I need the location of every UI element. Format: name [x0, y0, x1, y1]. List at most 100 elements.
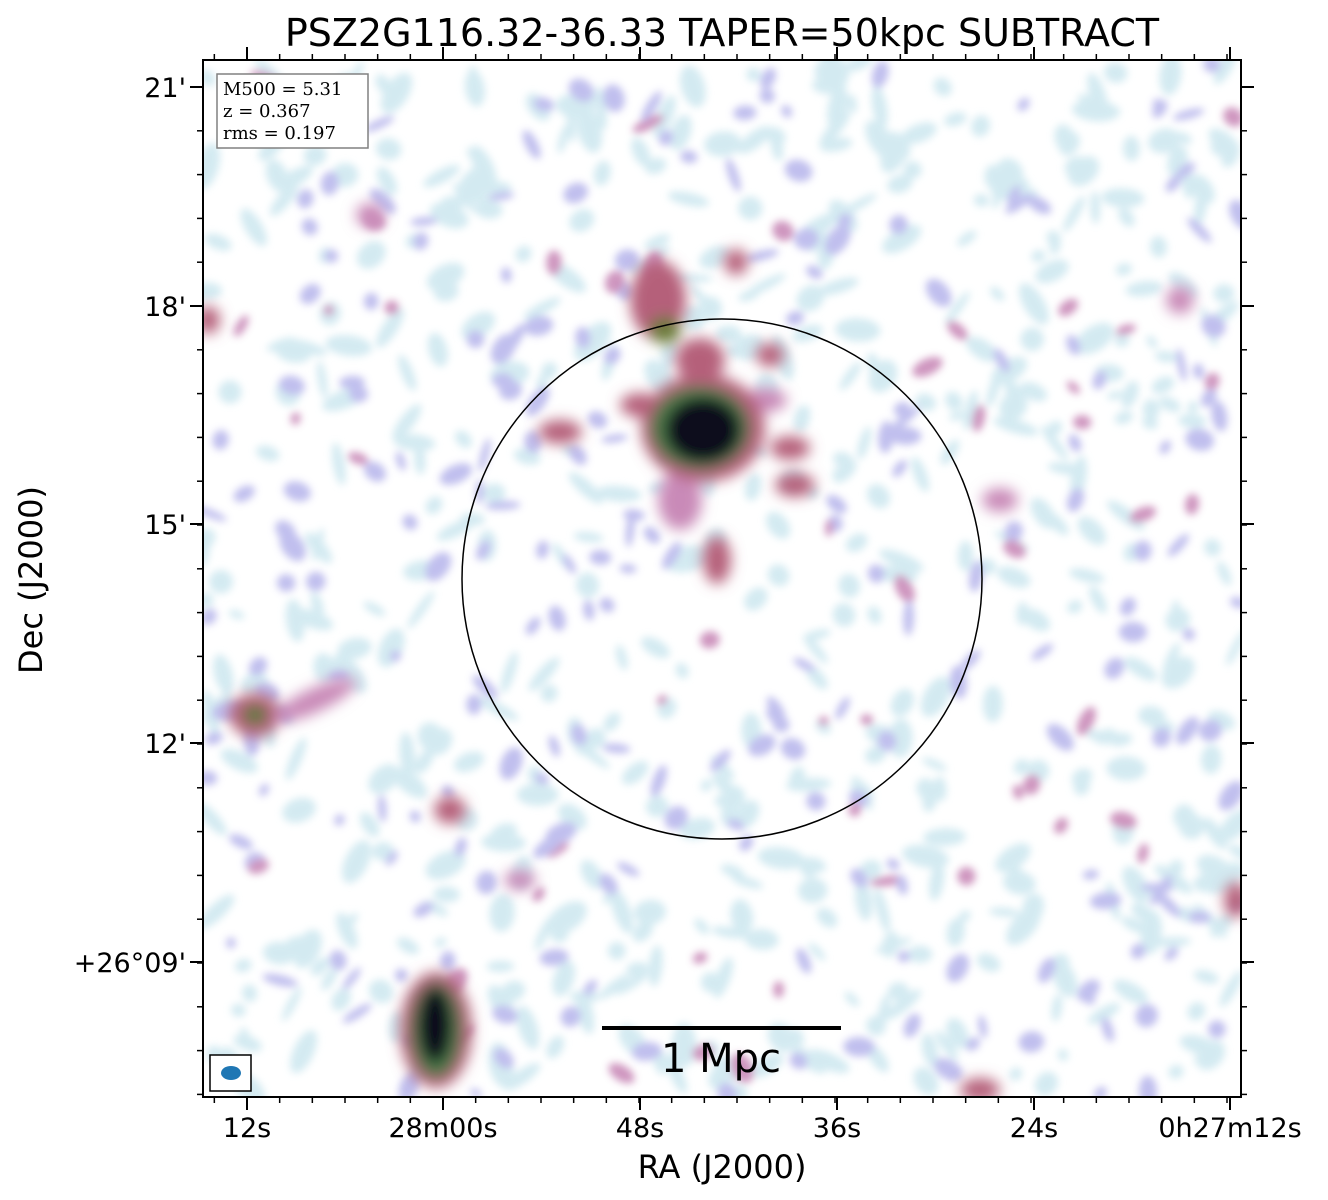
x-tick-label: 36s	[813, 1113, 861, 1144]
noise-blob	[730, 1053, 754, 1084]
noise-blob	[454, 430, 472, 448]
noise-blob	[1122, 135, 1140, 162]
noise-blob	[797, 877, 828, 903]
noise-blob	[995, 843, 1031, 873]
noise-blob	[425, 496, 443, 515]
noise-blob	[423, 164, 460, 188]
noise-blob	[615, 644, 628, 671]
noise-blob	[944, 112, 967, 127]
noise-blob	[1130, 943, 1146, 960]
noise-blob	[393, 434, 436, 451]
noise-blob	[275, 340, 312, 363]
noise-blob	[557, 124, 569, 154]
noise-blob	[656, 694, 668, 706]
noise-blob	[988, 907, 1020, 917]
noise-blob	[692, 952, 708, 964]
noise-blob	[433, 281, 459, 302]
noise-blob	[871, 60, 889, 88]
noise-blob	[297, 189, 314, 209]
noise-blob	[1223, 107, 1241, 127]
noise-blob	[1002, 871, 1036, 895]
noise-blob	[826, 494, 847, 514]
noise-blob	[1051, 953, 1070, 973]
emission-south-source-core	[418, 987, 452, 1063]
noise-blob	[1122, 866, 1150, 904]
noise-blob	[483, 483, 506, 504]
noise-blob	[888, 718, 913, 758]
noise-blob	[784, 159, 813, 182]
noise-blob	[492, 1005, 518, 1024]
noise-blob	[796, 948, 812, 974]
noise-blob	[562, 554, 576, 574]
noise-blob	[546, 250, 562, 276]
noise-blob	[1013, 758, 1030, 775]
noise-blob	[1208, 128, 1240, 156]
noise-blob	[832, 603, 856, 627]
noise-blob	[817, 277, 859, 296]
noise-blob	[713, 957, 734, 999]
noise-blob	[547, 901, 587, 935]
noise-blob	[1164, 946, 1179, 961]
noise-blob	[700, 779, 712, 792]
noise-blob	[533, 97, 555, 112]
noise-blob	[334, 814, 345, 826]
noise-blob	[1041, 425, 1069, 461]
noise-blob	[1176, 162, 1196, 179]
noise-blob	[516, 1005, 540, 1050]
noise-blob	[1068, 568, 1105, 584]
noise-blob	[500, 651, 518, 694]
noise-blob	[1148, 128, 1180, 154]
noise-blob	[881, 931, 900, 958]
noise-blob	[402, 514, 418, 531]
noise-blob	[282, 797, 316, 823]
noise-blob	[907, 945, 933, 963]
x-axis-label: RA (J2000)	[638, 1148, 807, 1186]
noise-blob	[710, 749, 731, 772]
noise-blob	[389, 650, 402, 662]
noise-blob	[339, 375, 365, 389]
noise-blob	[893, 401, 911, 417]
noise-blob	[824, 519, 834, 537]
scale-bar-label: 1 Mpc	[661, 1036, 781, 1082]
noise-blob	[213, 654, 234, 695]
noise-blob	[1089, 586, 1107, 614]
noise-blob	[524, 315, 554, 336]
noise-blob	[233, 485, 255, 503]
noise-blob	[262, 941, 297, 965]
noise-blob	[476, 696, 519, 721]
noise-blob	[337, 637, 372, 660]
noise-blob	[1201, 314, 1226, 338]
noise-blob	[595, 485, 642, 502]
noise-blob	[1019, 283, 1049, 325]
noise-blob	[838, 573, 861, 598]
noise-blob	[1208, 1020, 1226, 1039]
noise-blob	[793, 228, 819, 250]
noise-blob	[1125, 280, 1163, 297]
noise-blob	[643, 526, 661, 544]
r500-circle	[461, 318, 983, 840]
noise-blob	[1213, 60, 1237, 85]
noise-blob	[865, 745, 887, 764]
noise-blob	[602, 84, 625, 113]
noise-blob	[1167, 533, 1190, 557]
noise-blob	[730, 899, 754, 934]
noise-blob	[1007, 185, 1021, 205]
noise-blob	[573, 531, 604, 543]
noise-blob	[737, 126, 772, 154]
noise-blob	[1066, 488, 1085, 512]
noise-blob	[748, 734, 776, 757]
noise-blob	[1031, 643, 1054, 661]
noise-blob	[1204, 538, 1221, 557]
noise-blob	[1012, 784, 1024, 800]
noise-blob	[1162, 642, 1180, 675]
noise-blob	[1107, 391, 1123, 400]
noise-blob	[1037, 957, 1056, 983]
noise-blob	[949, 411, 965, 421]
noise-blob	[233, 1034, 262, 1052]
noise-blob	[1204, 372, 1220, 390]
noise-blob	[203, 505, 227, 522]
noise-blob	[659, 341, 677, 361]
noise-blob	[1154, 865, 1193, 894]
noise-blob	[715, 325, 742, 343]
noise-blob	[692, 1044, 714, 1061]
